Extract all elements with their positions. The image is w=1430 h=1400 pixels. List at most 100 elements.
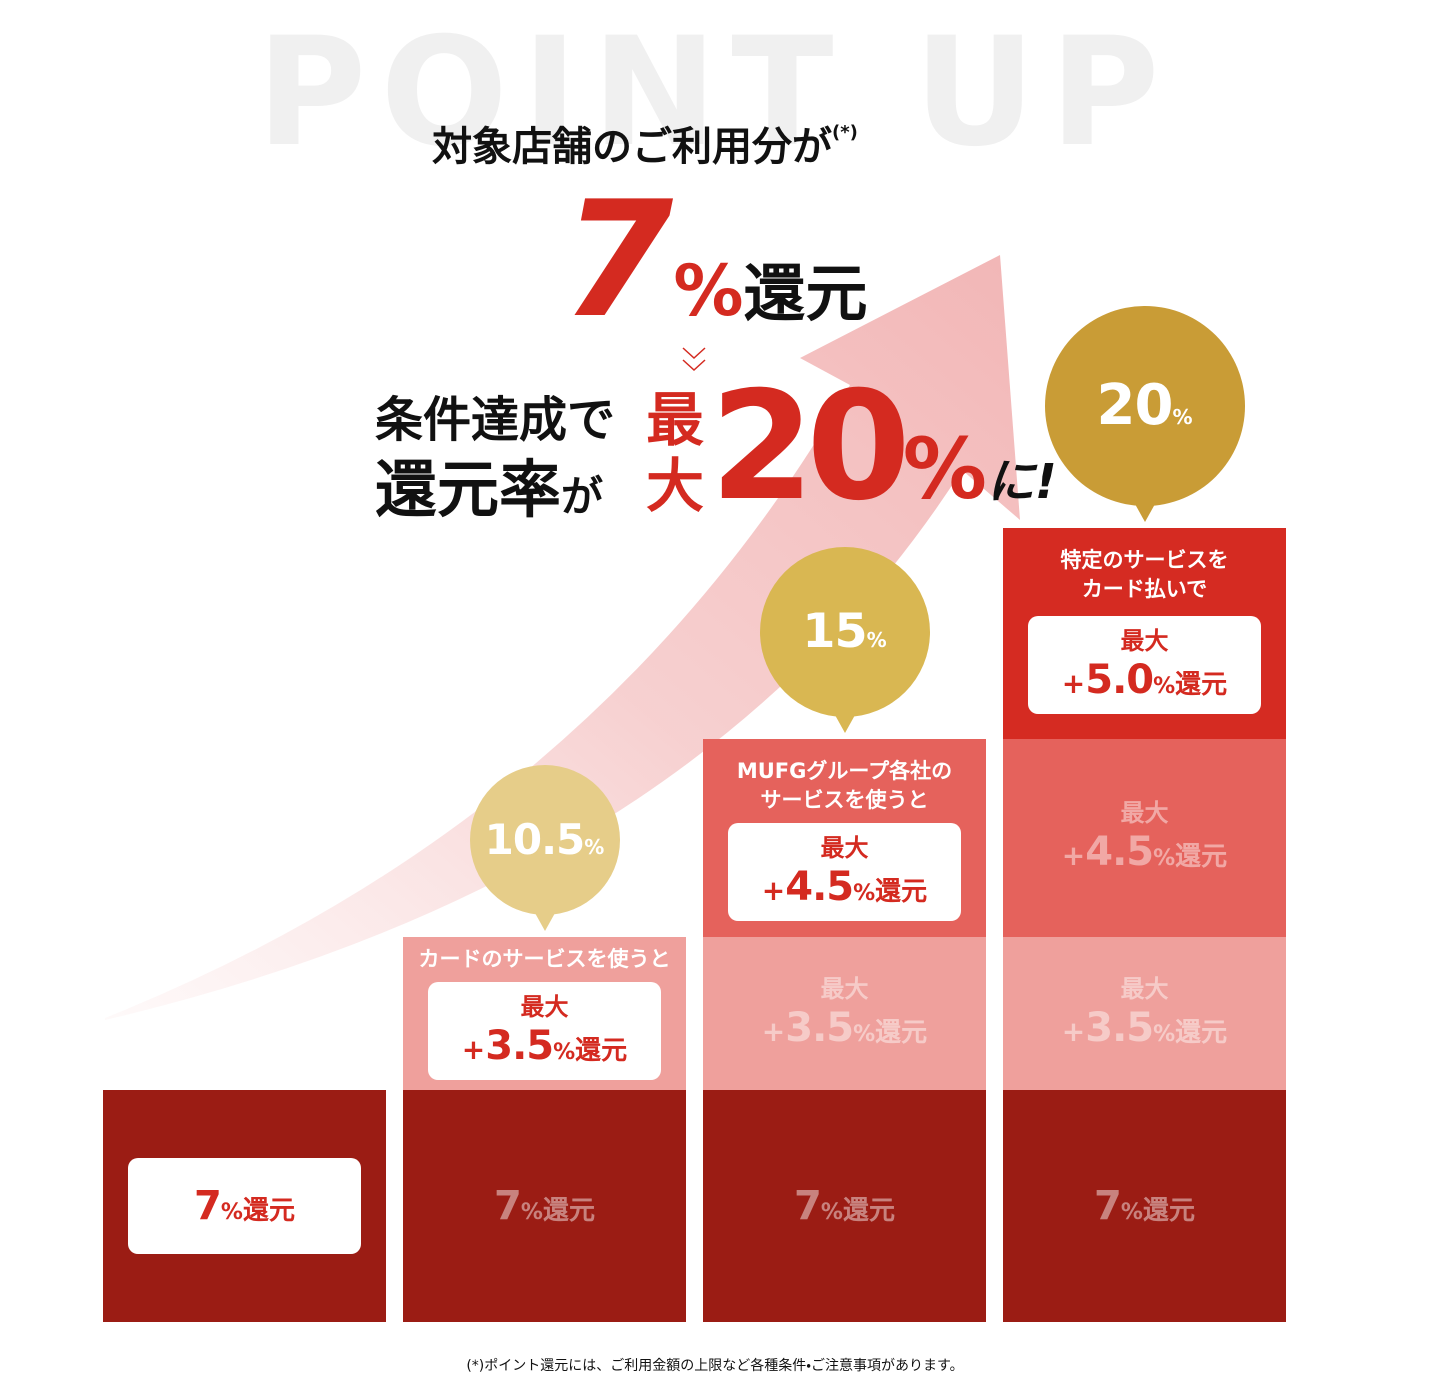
- rate-line: 7%還元: [1003, 1090, 1286, 1330]
- tier-segment: 特定のサービスを カード払いで 最大 +5.0%還元: [1003, 528, 1286, 739]
- rate: 7: [1094, 1183, 1122, 1229]
- unit: %: [853, 881, 876, 906]
- suffix: 還元: [842, 1196, 895, 1226]
- intro-text: 対象店舗のご利用分が: [432, 124, 832, 170]
- unit: %: [1153, 1021, 1176, 1047]
- rate: 7: [194, 1183, 222, 1229]
- base-segment: 7%還元: [103, 1090, 386, 1322]
- suffix: 還元: [875, 877, 928, 907]
- rate-line: +3.5%還元: [428, 1022, 661, 1078]
- rate-line: +4.5%還元: [728, 863, 961, 919]
- faded-rate: 最大 +3.5%還元: [703, 937, 986, 1060]
- caption: カードのサービスを使うと: [403, 937, 686, 974]
- base-segment: 7%還元: [1003, 1090, 1286, 1322]
- bubble-rate: 20: [1096, 373, 1174, 438]
- rate: 4.5: [1085, 829, 1154, 875]
- ending: に!: [986, 454, 1057, 510]
- unit: %: [853, 1021, 876, 1047]
- rate-box: 最大 +4.5%還元: [728, 823, 961, 921]
- bubble-rate: 10.5: [484, 815, 586, 864]
- suffix: 還元: [875, 1017, 928, 1048]
- rate-line: 7%還元: [703, 1090, 986, 1330]
- caption-line: カード払いで: [1081, 577, 1208, 601]
- unit: %: [1153, 674, 1176, 699]
- max-label: 最大: [820, 974, 869, 1003]
- suffix: 還元: [1175, 670, 1228, 700]
- unit: %: [220, 1200, 243, 1225]
- rate-bubble: 15%: [759, 547, 930, 733]
- cond-word: 還元率: [375, 453, 562, 526]
- base-rate: 7: [562, 166, 674, 353]
- bubble-rate: 15: [802, 604, 867, 659]
- rate-box: 7%還元: [128, 1158, 361, 1254]
- suffix: 還元: [242, 1196, 295, 1226]
- caption: MUFGグループ各社の サービスを使うと: [703, 739, 986, 815]
- rate: 7: [794, 1183, 822, 1229]
- cond-particle: が: [561, 472, 604, 521]
- suffix: 還元: [575, 1036, 628, 1066]
- unit: %: [1120, 1200, 1143, 1225]
- suffix: 還元: [1142, 1196, 1195, 1226]
- rate: 5.0: [1085, 657, 1154, 703]
- base-suffix: 還元: [743, 257, 868, 330]
- sign: +: [761, 874, 786, 907]
- sign: +: [1061, 839, 1086, 872]
- rate-bubble: 20%: [1044, 306, 1245, 522]
- chevron: [682, 347, 706, 372]
- bubble-text: 20%: [1045, 306, 1245, 519]
- base-rate-line: 7%還元: [562, 180, 867, 390]
- tier-segment: MUFGグループ各社の サービスを使うと 最大 +4.5%還元: [703, 739, 986, 937]
- max-label: 最大: [1120, 974, 1169, 1003]
- tier-segment: 最大 +4.5%還元: [1003, 739, 1286, 937]
- unit: %: [520, 1200, 543, 1225]
- rate-box: 最大 +3.5%還元: [428, 982, 661, 1080]
- caption-line: サービスを使うと: [760, 788, 929, 812]
- base-unit: %: [673, 250, 744, 332]
- sign: +: [1061, 667, 1086, 700]
- suffix: 還元: [1175, 1017, 1228, 1048]
- max-label: 最大: [1120, 627, 1169, 655]
- caption-line: 特定のサービスを: [1060, 548, 1229, 572]
- sign: +: [761, 1014, 786, 1048]
- base-segment: 7%還元: [403, 1090, 686, 1322]
- tier-segment: 最大 +3.5%還元: [703, 937, 986, 1090]
- rate: 3.5: [485, 1023, 554, 1069]
- rate-box: 最大 +5.0%還元: [1028, 616, 1261, 714]
- cond-line2: 還元率が: [375, 455, 603, 541]
- faded-rate: 最大 +4.5%還元: [1003, 739, 1286, 884]
- rate: 4.5: [785, 864, 854, 910]
- sign: +: [1061, 1014, 1086, 1048]
- rate: 3.5: [1085, 1004, 1154, 1051]
- max-rate-line: 20%に!: [710, 372, 1057, 568]
- footnote: (*)ポイント還元には、ご利用金額の上限など各種条件・ご注意事項があります。: [466, 1358, 964, 1374]
- tier-segment: カードのサービスを使うと 最大 +3.5%還元: [403, 937, 686, 1090]
- rate-bubble: 10.5%: [469, 765, 620, 931]
- rising-arrow: [105, 255, 1020, 1020]
- bubble-unit: %: [866, 628, 887, 652]
- suffix: 還元: [1175, 842, 1228, 872]
- rate-line: 7%還元: [403, 1090, 686, 1330]
- unit: %: [553, 1040, 576, 1065]
- rate-line: +3.5%還元: [703, 1004, 986, 1060]
- max-label: 最大: [820, 834, 869, 862]
- unit: %: [820, 1200, 843, 1225]
- caption-line: MUFGグループ各社の: [736, 759, 953, 783]
- sign: +: [461, 1033, 486, 1066]
- max-label: 最大: [520, 993, 569, 1021]
- bubble-unit: %: [1172, 405, 1193, 429]
- max-1: 最: [646, 386, 705, 454]
- bubble-text: 15%: [760, 547, 930, 727]
- base-segment: 7%還元: [703, 1090, 986, 1322]
- max-label: 最大: [1120, 799, 1169, 827]
- max-rate: 20: [710, 360, 911, 534]
- rate-line: +3.5%還元: [1003, 1004, 1286, 1060]
- unit: %: [1153, 846, 1176, 871]
- note-mark: (*): [832, 122, 858, 143]
- rate-line: 7%還元: [128, 1158, 361, 1262]
- rate: 7: [494, 1183, 522, 1229]
- caption: 特定のサービスを カード払いで: [1003, 528, 1286, 604]
- rate-line: +4.5%還元: [1003, 828, 1286, 884]
- rate-line: +5.0%還元: [1028, 656, 1261, 712]
